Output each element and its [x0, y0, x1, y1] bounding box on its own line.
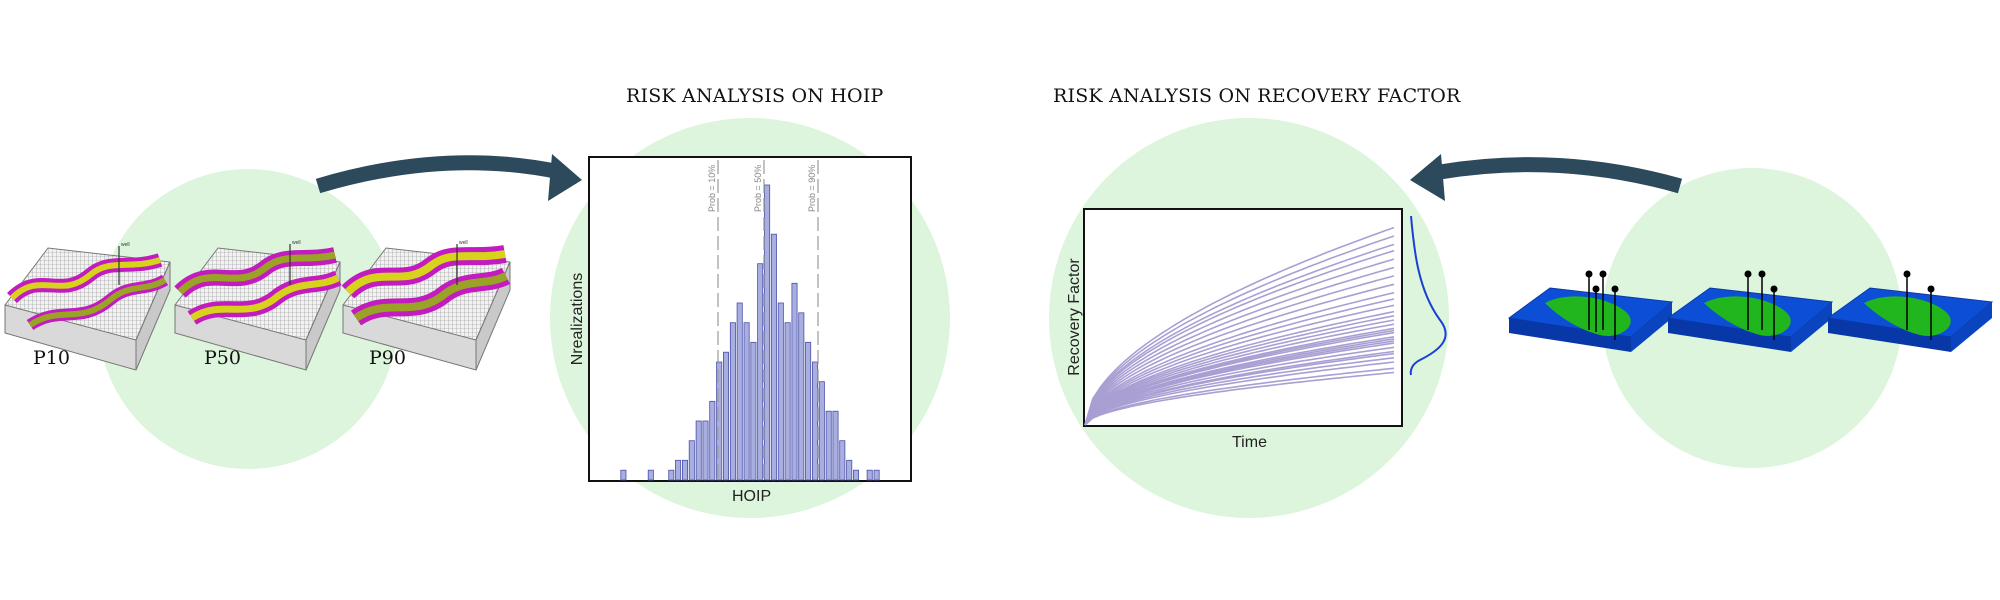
hoip-bar — [818, 381, 825, 481]
hoip-bar — [647, 469, 654, 481]
recovery-curve — [1084, 342, 1395, 426]
hoip-bar — [873, 469, 880, 481]
recovery-curve — [1084, 315, 1395, 426]
reservoir-model-p90: well — [341, 240, 511, 371]
hoip-bar — [709, 400, 716, 481]
hoip-ylabel: Nrealizations — [569, 272, 586, 366]
recovery-curve — [1084, 323, 1395, 426]
recovery-curve — [1084, 367, 1395, 426]
recovery-curve — [1084, 352, 1395, 426]
recovery-curve — [1084, 298, 1395, 426]
hoip-bar — [750, 341, 757, 481]
hoip-xlabel: HOIP — [732, 488, 772, 505]
hoip-bar — [784, 322, 791, 481]
svg-text:well: well — [121, 242, 130, 248]
model-label-p10: P10 — [33, 347, 70, 369]
recovery-curve — [1084, 346, 1395, 426]
recovery-curve — [1084, 361, 1395, 426]
hoip-bar — [620, 469, 627, 481]
hoip-chart-frame — [588, 156, 912, 482]
hoip-bar — [866, 469, 873, 481]
recovery-curve — [1084, 275, 1395, 426]
model-label-p90: P90 — [369, 347, 406, 369]
recovery-curve — [1084, 371, 1395, 426]
hoip-bar — [682, 459, 689, 481]
recovery-curve — [1084, 283, 1395, 426]
reservoir-model-right-1 — [1507, 270, 1674, 352]
probability-marker-label: Prob = 90% — [807, 165, 817, 212]
hoip-bar — [716, 361, 723, 481]
hoip-bar — [846, 459, 853, 481]
curved-arrow-icon — [1410, 154, 1683, 201]
hoip-bar — [812, 361, 819, 481]
pdf-curve — [1409, 215, 1447, 376]
recovery-curve — [1084, 249, 1395, 426]
recovery-title: RISK ANALYSIS ON RECOVERY FACTOR — [1053, 85, 1461, 107]
hoip-bar — [770, 233, 777, 481]
recovery-curve — [1084, 291, 1395, 426]
recovery-curve — [1084, 310, 1395, 426]
recovery-curve — [1084, 304, 1395, 426]
hoip-bar — [839, 440, 846, 481]
recovery-curve — [1084, 235, 1395, 426]
hoip-bar — [805, 341, 812, 481]
recovery-ylabel: Recovery Factor — [1066, 258, 1083, 376]
hoip-bar — [757, 263, 764, 481]
curved-arrow-icon — [315, 154, 582, 201]
hoip-bar — [743, 322, 750, 481]
probability-marker-label: Prob = 50% — [753, 165, 763, 212]
recovery-curve — [1084, 319, 1395, 426]
recovery-curves — [1084, 226, 1395, 426]
recovery-curve — [1084, 226, 1395, 426]
reservoir-model-p10: well — [4, 242, 171, 371]
reservoir-model-right-3 — [1826, 270, 1994, 352]
hoip-bar — [798, 312, 805, 481]
hoip-bar — [668, 469, 675, 481]
recovery-curve — [1084, 331, 1395, 426]
hoip-bar — [764, 184, 771, 481]
hoip-bar — [777, 302, 784, 481]
recovery-xlabel: Time — [1232, 434, 1267, 451]
recovery-curve — [1084, 243, 1395, 426]
reservoir-model-p50: well — [174, 240, 342, 371]
probability-marker-label: Prob = 10% — [707, 165, 717, 212]
hoip-bar — [832, 410, 839, 481]
hoip-bar — [791, 282, 798, 481]
svg-text:well: well — [459, 240, 468, 246]
hoip-title: RISK ANALYSIS ON HOIP — [626, 85, 884, 107]
hoip-bar — [702, 420, 709, 481]
hoip-bar — [723, 351, 730, 481]
reservoir-model-right-2 — [1666, 270, 1834, 352]
hoip-bars — [620, 184, 880, 481]
svg-text:well: well — [292, 240, 301, 246]
hoip-bar — [825, 410, 832, 481]
hoip-bar — [688, 440, 695, 481]
hoip-bar — [675, 459, 682, 481]
recovery-curve — [1084, 266, 1395, 426]
hoip-bar — [729, 322, 736, 481]
model-label-p50: P50 — [204, 347, 241, 369]
recovery-curve — [1084, 258, 1395, 426]
recovery-curve — [1084, 357, 1395, 426]
hoip-bar — [736, 302, 743, 481]
hoip-markers: Prob = 10% Prob = 50% Prob = 90% — [707, 160, 819, 478]
hoip-bar — [853, 469, 860, 481]
hoip-bar — [695, 420, 702, 481]
